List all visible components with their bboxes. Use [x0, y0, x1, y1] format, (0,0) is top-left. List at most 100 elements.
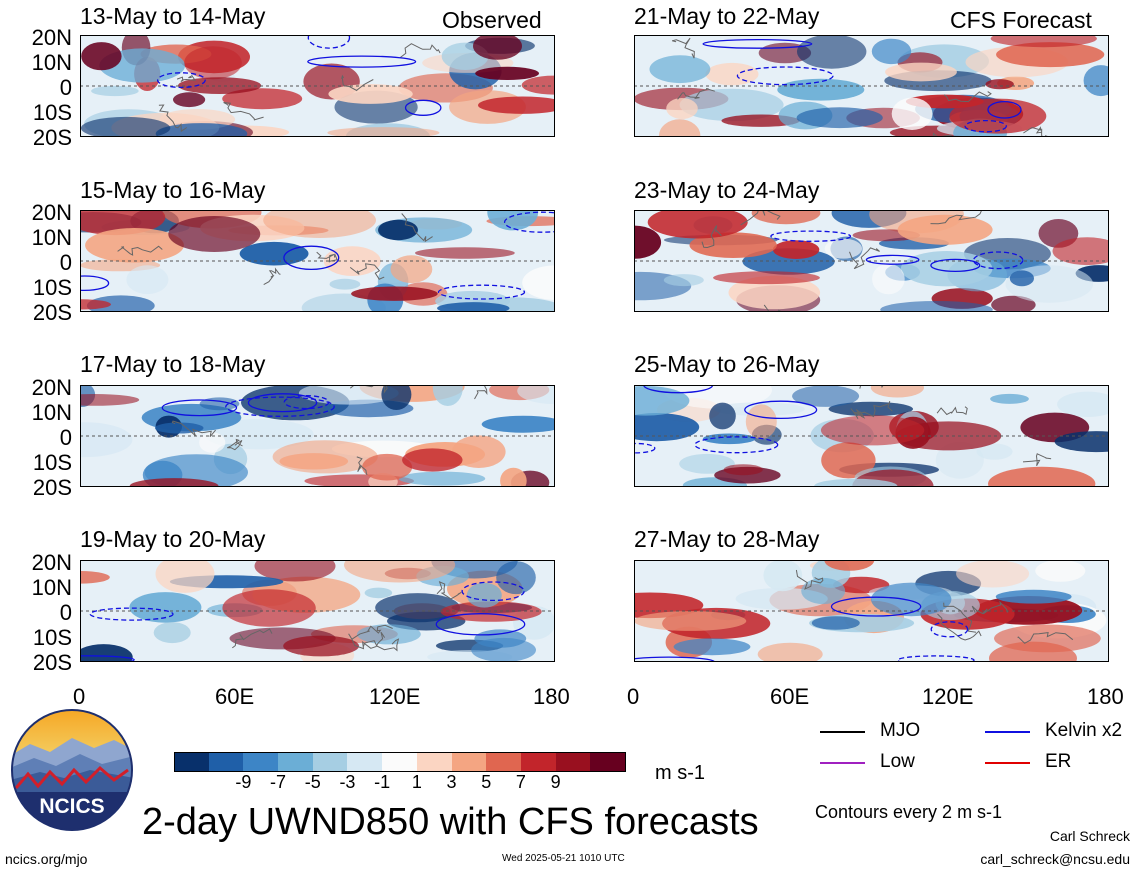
coastline — [171, 420, 216, 438]
anomaly-blob — [390, 255, 433, 284]
anomaly-blob — [872, 263, 905, 295]
panel-title: 19-May to 20-May — [80, 526, 266, 552]
footer-url[interactable]: ncics.org/mjo — [5, 851, 88, 867]
anomaly-blob — [199, 432, 226, 453]
colorbar-label: -3 — [339, 772, 356, 792]
y-tick-label: 20N — [31, 200, 72, 225]
anomaly-blob — [364, 587, 393, 599]
anomaly-blob — [871, 38, 912, 65]
y-tick-label: 10N — [31, 400, 72, 425]
coastline — [763, 304, 783, 312]
anomaly-blob — [634, 225, 662, 259]
anomaly-blob — [797, 35, 867, 69]
anomaly-blob — [91, 85, 139, 97]
x-tick-label: 120E — [922, 684, 974, 709]
x-tick-label: 120E — [369, 684, 421, 709]
heatmap-svg — [80, 210, 555, 312]
map-panel — [634, 385, 1109, 487]
anomaly-blob — [705, 62, 759, 86]
anomaly-blob — [649, 55, 711, 84]
anomaly-blob — [283, 635, 359, 657]
contour-line — [89, 607, 174, 621]
anomaly-blob — [398, 471, 486, 486]
anomaly-blob — [757, 642, 823, 662]
ncics-logo[interactable]: NCICS — [10, 708, 134, 832]
anomaly-blob — [1057, 391, 1109, 417]
colorbar-swatch — [347, 752, 383, 772]
coastline — [349, 385, 388, 394]
coastline — [351, 624, 393, 640]
heatmap-svg — [634, 35, 1109, 137]
anomaly-blob — [81, 42, 122, 71]
anomaly-blob — [329, 278, 361, 290]
mjo-line-icon — [820, 731, 865, 733]
colorbar-label: 1 — [411, 772, 422, 792]
contour-line — [80, 655, 135, 662]
anomaly-blob — [763, 560, 803, 592]
x-tick-label: 0 — [73, 684, 86, 709]
coastline — [226, 438, 243, 451]
anomaly-blob — [985, 79, 1014, 90]
coastline — [263, 267, 281, 286]
x-tick-label: 180 — [533, 684, 570, 709]
colorbar-label: -9 — [235, 772, 252, 792]
anomaly-blob — [85, 228, 184, 263]
anomaly-blob — [80, 394, 140, 406]
anomaly-blob — [440, 601, 542, 622]
coastline — [158, 104, 188, 133]
y-tick-label: 20S — [32, 125, 72, 150]
x-tick-label: 60E — [215, 684, 255, 709]
anomaly-blob — [935, 441, 984, 479]
anomaly-blob — [679, 453, 735, 474]
anomaly-blob — [478, 96, 555, 114]
anomaly-blob — [86, 295, 155, 312]
legend-kelvin: Kelvin x2 — [1045, 720, 1123, 741]
y-tick-label: 0 — [59, 425, 72, 450]
anomaly-blob — [824, 560, 875, 571]
contour-line — [461, 581, 525, 602]
coastline — [436, 580, 462, 600]
anomaly-blob — [666, 98, 698, 119]
heatmap-svg — [80, 560, 555, 662]
anomaly-blob — [344, 560, 456, 583]
colorbar-swatch — [243, 752, 279, 772]
coastline — [176, 75, 197, 83]
anomaly-blob — [80, 571, 110, 584]
heatmap-svg — [80, 385, 555, 487]
anomaly-blob — [994, 624, 1101, 653]
anomaly-blob — [792, 385, 860, 407]
anomaly-blob — [239, 241, 309, 266]
anomaly-blob — [473, 35, 522, 60]
coastline — [740, 210, 781, 226]
contour-line — [503, 211, 555, 233]
anomaly-blob — [897, 214, 993, 245]
anomaly-blob — [634, 386, 690, 416]
y-tick-label: 0 — [59, 600, 72, 625]
contour-line — [896, 655, 975, 662]
map-panel — [634, 560, 1109, 662]
panel-title: 15-May to 16-May — [80, 177, 266, 203]
heatmap-svg — [634, 385, 1109, 487]
anomaly-blob — [402, 448, 463, 472]
anomaly-blob — [659, 119, 701, 137]
anomaly-blob — [1009, 270, 1034, 287]
y-tick-label: 10S — [32, 450, 72, 475]
anomaly-blob — [728, 275, 821, 310]
contour-line — [156, 72, 206, 89]
y-tick-label: 10N — [31, 575, 72, 600]
anomaly-blob — [80, 299, 111, 310]
coastline — [677, 88, 715, 100]
anomaly-blob — [381, 385, 412, 410]
colorbar-swatch — [451, 752, 487, 772]
coastline — [853, 409, 866, 419]
anomaly-blob — [168, 216, 261, 252]
anomaly-blob — [814, 478, 898, 487]
coastline — [362, 638, 400, 652]
colorbar-swatch — [382, 752, 418, 772]
y-tick-label: 10N — [31, 225, 72, 250]
coastline — [943, 602, 977, 633]
footer-email[interactable]: carl_schreck@ncsu.edu — [980, 851, 1130, 867]
anomaly-blob — [298, 385, 399, 405]
anomaly-blob — [870, 385, 924, 398]
colorbar-label: 5 — [481, 772, 492, 792]
